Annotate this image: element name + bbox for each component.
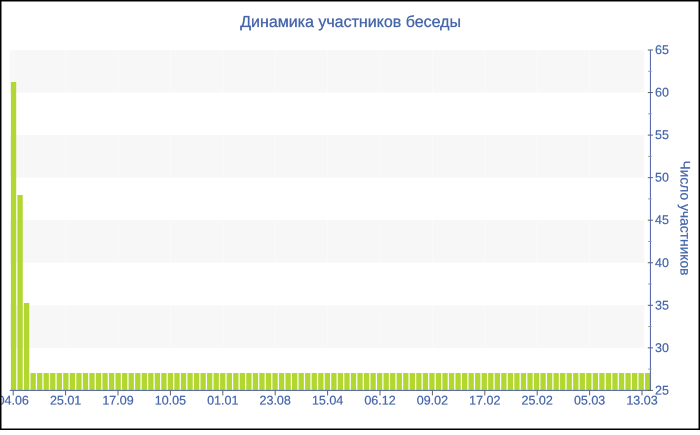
svg-text:25.01: 25.01 (50, 394, 81, 408)
svg-text:30: 30 (655, 341, 669, 355)
svg-text:17.09: 17.09 (102, 394, 133, 408)
svg-text:01.01: 01.01 (207, 394, 238, 408)
svg-text:Число участников: Число участников (677, 160, 692, 275)
svg-text:60: 60 (655, 86, 669, 100)
svg-text:45: 45 (655, 213, 669, 227)
svg-text:05.03: 05.03 (574, 394, 605, 408)
svg-text:09.02: 09.02 (417, 394, 448, 408)
svg-text:23.08: 23.08 (260, 394, 291, 408)
svg-text:04.06: 04.06 (0, 394, 29, 408)
svg-text:55: 55 (655, 128, 669, 142)
svg-text:10.05: 10.05 (155, 394, 186, 408)
svg-text:65: 65 (655, 43, 669, 57)
svg-text:25: 25 (655, 383, 669, 397)
svg-text:06.12: 06.12 (364, 394, 395, 408)
svg-text:25.02: 25.02 (522, 394, 553, 408)
svg-text:35: 35 (655, 298, 669, 312)
svg-text:50: 50 (655, 171, 669, 185)
svg-text:40: 40 (655, 256, 669, 270)
svg-text:Динамика участников беседы: Динамика участников беседы (240, 14, 461, 31)
svg-text:17.02: 17.02 (469, 394, 500, 408)
svg-text:13.03: 13.03 (626, 394, 657, 408)
svg-text:15.04: 15.04 (312, 394, 343, 408)
